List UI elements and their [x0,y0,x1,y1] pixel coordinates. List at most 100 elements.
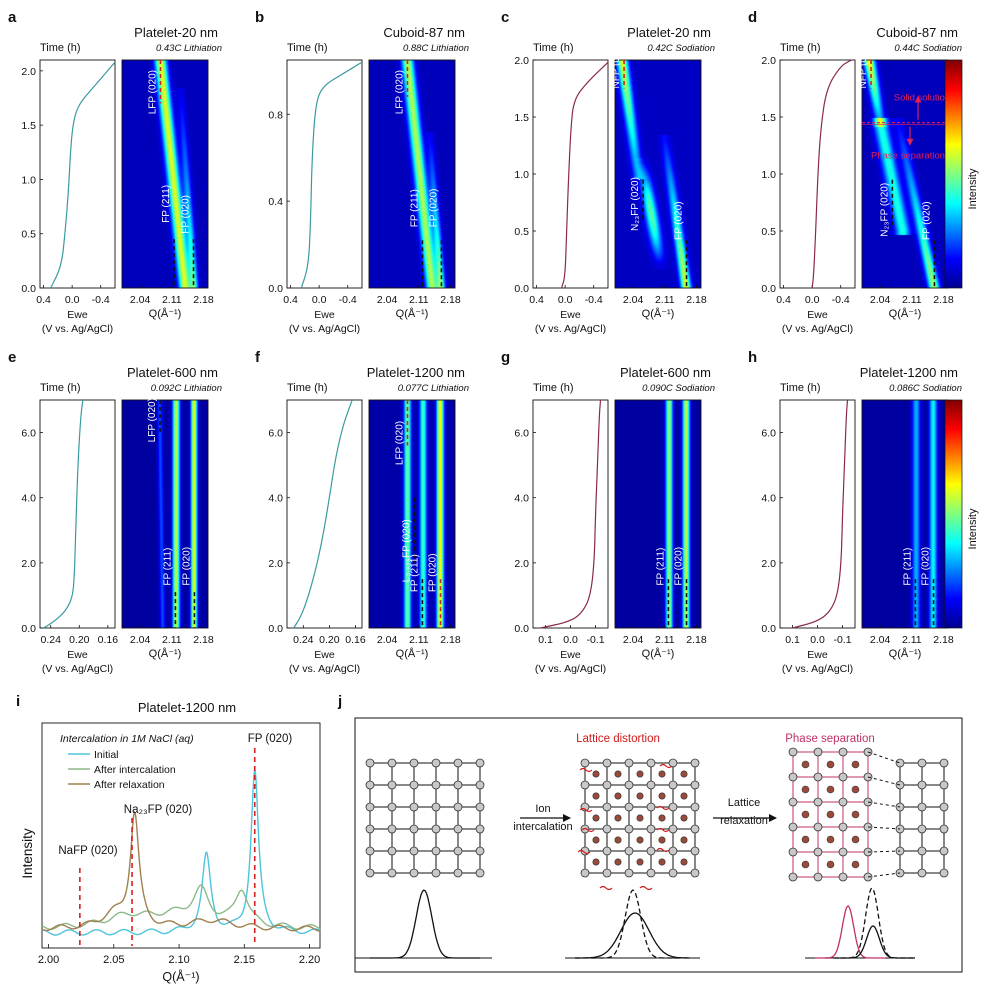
panel-title: Cuboid-87 nm [876,25,958,40]
lattice-atom [813,872,823,882]
time-tick-label: 4.0 [21,493,36,505]
lattice-atom [431,868,441,878]
ewe-tick-label: 0.20 [319,634,340,646]
intercalated-ion [592,792,600,800]
colorbar-label: Intensity [967,168,979,209]
intercalated-ion [826,860,835,869]
x-axis-label: Q(Å⁻¹) [162,969,199,984]
lattice-atom [580,758,590,768]
solid-solution-label: Solid solution [894,93,951,104]
lattice-atom [387,780,397,790]
panel-title: Platelet-600 nm [127,365,218,380]
q-tick-label: 2.04 [377,294,398,306]
intercalated-ion [851,810,860,819]
ewe-tick-label: -0.4 [339,294,357,306]
intercalated-ion [636,814,644,822]
lattice-atom [939,868,949,878]
chart-title: Platelet-1200 nm [138,700,236,715]
intercalated-ion [592,814,600,822]
ewe-tick-label: 0.1 [785,634,800,646]
interface-link [867,872,901,878]
time-tick-label: 1.5 [761,112,776,124]
lattice-atom [939,846,949,856]
heatmap-frame [121,59,209,289]
panel-letter-e: e [8,349,16,366]
strain-mark [639,885,653,891]
time-tick-label: 6.0 [268,428,283,440]
lattice-atom [646,780,656,790]
intercalated-ion [614,792,622,800]
q-tick-label: 2.11 [162,294,182,306]
q-tick-label: 2.04 [623,294,644,306]
lattice-atom [453,780,463,790]
lattice-atom [431,802,441,812]
peak-marker-label: FP (020) [428,188,439,227]
lattice-atom [365,846,375,856]
peak-marker-label: FP (020) [921,201,932,240]
interface-link [867,826,901,830]
q-axis-label: Q(Å⁻¹) [889,307,922,320]
peak-marker-label: FP (211) [409,189,420,227]
time-tick-label: 1.0 [21,174,36,186]
lattice-atom [813,797,823,807]
q-tick-label: 2.18 [193,294,214,306]
lattice-atom [917,780,927,790]
ewe-axis-label: Ewe [807,649,828,661]
time-tick-label: 1.0 [761,169,776,181]
peak-marker-label: FP (020) [181,547,192,586]
time-tick-label: 1.0 [514,169,529,181]
intercalated-ion [658,770,666,778]
q-axis-label: Q(Å⁻¹) [642,307,675,320]
lattice-atom [409,758,419,768]
intercalated-ion [614,770,622,778]
ewe-axis-unit: (V vs. Ag/AgCl) [782,663,853,675]
intercalated-ion [658,814,666,822]
ewe-axis-label: Ewe [560,649,581,661]
intercalated-ion [801,860,810,869]
y-axis-label: Intensity [20,828,35,879]
lattice-atom [668,824,678,834]
lattice-atom [939,758,949,768]
lattice-atom [387,758,397,768]
diffraction-heatmap [122,400,208,628]
diagram-frame [354,717,963,973]
q-tick-label: 2.18 [933,294,954,306]
ewe-plot-frame [532,399,609,629]
time-axis-label: Time (h) [287,382,328,394]
phase-separation-label: Phase separation [871,151,945,162]
lattice-atom [475,868,485,878]
time-tick-label: 0.8 [268,109,283,121]
panel-subtitle: 0.090C Sodiation [642,383,715,394]
time-tick-label: 6.0 [21,428,36,440]
time-axis-label: Time (h) [533,382,574,394]
x-tick-label: 2.00 [38,954,59,966]
peak-marker-label: FP (020) [248,733,293,745]
x-tick-label: 2.20 [299,954,320,966]
q-tick-label: 2.18 [686,294,707,306]
panel-title: Platelet-20 nm [627,25,711,40]
ewe-tick-label: 0.24 [40,634,61,646]
q-tick-label: 2.04 [870,634,891,646]
lattice-atom [453,802,463,812]
peak-marker-label: FP (211) [161,185,172,223]
peak-marker-label: NaFP (020) [58,845,117,857]
x-tick-label: 2.15 [234,954,255,966]
peak-marker-label: FP (020) [674,201,685,240]
lattice-atom [917,868,927,878]
lattice-atom [813,822,823,832]
time-tick-label: 0.0 [21,623,36,635]
panel-subtitle: 0.092C Lithiation [151,383,222,394]
lattice-atom [917,846,927,856]
profile-initial [370,889,480,959]
lattice-atom [409,846,419,856]
lattice-atom [646,758,656,768]
q-tick-label: 2.11 [655,294,675,306]
lattice-atom [453,846,463,856]
lattice-atom [788,747,798,757]
interface-link [867,776,901,786]
q-tick-label: 2.18 [440,294,461,306]
lattice-atom [838,872,848,882]
ewe-tick-label: 0.4 [529,294,544,306]
intercalated-ion [801,760,810,769]
q-tick-label: 2.11 [902,634,922,646]
